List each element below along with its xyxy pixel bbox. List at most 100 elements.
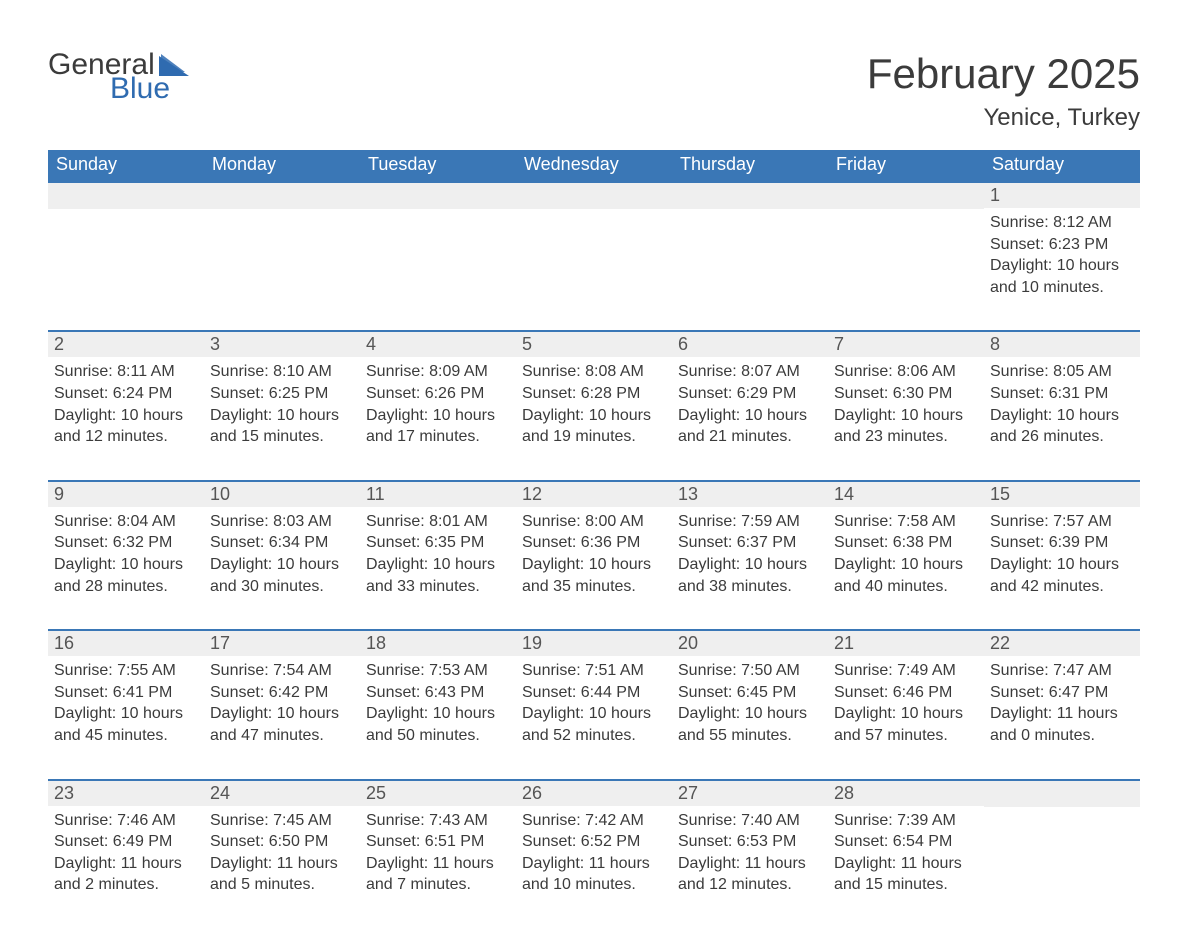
daylight-line: and 7 minutes. [366,874,510,896]
location: Yenice, Turkey [867,104,1140,132]
calendar-day: 13Sunrise: 7:59 AMSunset: 6:37 PMDayligh… [672,482,828,601]
day-number: 23 [54,783,74,803]
sunrise-line: Sunrise: 7:39 AM [834,810,978,832]
calendar-day: 21Sunrise: 7:49 AMSunset: 6:46 PMDayligh… [828,631,984,750]
sunset-line: Sunset: 6:30 PM [834,383,978,405]
calendar-day-empty [672,183,828,302]
weekday-header-row: SundayMondayTuesdayWednesdayThursdayFrid… [48,150,1140,181]
sunset-line: Sunset: 6:25 PM [210,383,354,405]
calendar-day: 17Sunrise: 7:54 AMSunset: 6:42 PMDayligh… [204,631,360,750]
calendar-day: 27Sunrise: 7:40 AMSunset: 6:53 PMDayligh… [672,781,828,900]
daylight-line: Daylight: 10 hours [678,405,822,427]
calendar-day: 12Sunrise: 8:00 AMSunset: 6:36 PMDayligh… [516,482,672,601]
day-number-row: 12 [516,482,672,507]
day-number: 13 [678,484,698,504]
sunrise-line: Sunrise: 8:03 AM [210,511,354,533]
day-number: 17 [210,633,230,653]
sunset-line: Sunset: 6:41 PM [54,682,198,704]
calendar-week: 2Sunrise: 8:11 AMSunset: 6:24 PMDaylight… [48,330,1140,451]
calendar: SundayMondayTuesdayWednesdayThursdayFrid… [48,150,1140,900]
daylight-line: and 10 minutes. [522,874,666,896]
sunrise-line: Sunrise: 8:06 AM [834,361,978,383]
daylight-line: and 50 minutes. [366,725,510,747]
sunset-line: Sunset: 6:29 PM [678,383,822,405]
day-number-row: 24 [204,781,360,806]
daylight-line: and 15 minutes. [210,426,354,448]
month-title: February 2025 [867,50,1140,98]
day-number-row [672,183,828,209]
sunrise-line: Sunrise: 7:50 AM [678,660,822,682]
day-number-row: 25 [360,781,516,806]
sunrise-line: Sunrise: 8:04 AM [54,511,198,533]
daylight-line: Daylight: 10 hours [210,703,354,725]
day-number-row: 1 [984,183,1140,208]
day-number: 6 [678,334,688,354]
calendar-day: 26Sunrise: 7:42 AMSunset: 6:52 PMDayligh… [516,781,672,900]
sunset-line: Sunset: 6:38 PM [834,532,978,554]
sunset-line: Sunset: 6:45 PM [678,682,822,704]
calendar-day: 6 Sunrise: 8:07 AMSunset: 6:29 PMDaylight… [672,332,828,451]
weekday-header: Monday [204,150,360,181]
sunrise-line: Sunrise: 7:53 AM [366,660,510,682]
sunrise-line: Sunrise: 7:55 AM [54,660,198,682]
day-number-row: 21 [828,631,984,656]
calendar-day: 11Sunrise: 8:01 AMSunset: 6:35 PMDayligh… [360,482,516,601]
weekday-header: Friday [828,150,984,181]
title-block: February 2025 Yenice, Turkey [867,50,1140,132]
daylight-line: Daylight: 10 hours [210,554,354,576]
day-number-row: 7 [828,332,984,357]
daylight-line: and 15 minutes. [834,874,978,896]
daylight-line: and 47 minutes. [210,725,354,747]
day-number-row: 17 [204,631,360,656]
daylight-line: and 35 minutes. [522,576,666,598]
day-number-row: 11 [360,482,516,507]
daylight-line: Daylight: 11 hours [366,853,510,875]
daylight-line: and 30 minutes. [210,576,354,598]
calendar-day: 15Sunrise: 7:57 AMSunset: 6:39 PMDayligh… [984,482,1140,601]
daylight-line: and 45 minutes. [54,725,198,747]
calendar-day-empty [828,183,984,302]
sunrise-line: Sunrise: 7:54 AM [210,660,354,682]
daylight-line: and 2 minutes. [54,874,198,896]
daylight-line: Daylight: 10 hours [54,405,198,427]
daylight-line: and 19 minutes. [522,426,666,448]
day-number: 7 [834,334,844,354]
day-number: 9 [54,484,64,504]
day-number: 28 [834,783,854,803]
sunrise-line: Sunrise: 8:01 AM [366,511,510,533]
daylight-line: and 33 minutes. [366,576,510,598]
day-number-row: 4 [360,332,516,357]
day-number-row [828,183,984,209]
sunrise-line: Sunrise: 8:07 AM [678,361,822,383]
daylight-line: and 26 minutes. [990,426,1134,448]
sunrise-line: Sunrise: 7:42 AM [522,810,666,832]
sunset-line: Sunset: 6:54 PM [834,831,978,853]
day-number-row: 19 [516,631,672,656]
calendar-week: 23Sunrise: 7:46 AMSunset: 6:49 PMDayligh… [48,779,1140,900]
sunset-line: Sunset: 6:47 PM [990,682,1134,704]
sunset-line: Sunset: 6:51 PM [366,831,510,853]
day-number-row: 5 [516,332,672,357]
daylight-line: Daylight: 11 hours [210,853,354,875]
calendar-day-empty [360,183,516,302]
sunset-line: Sunset: 6:26 PM [366,383,510,405]
sunset-line: Sunset: 6:53 PM [678,831,822,853]
daylight-line: and 55 minutes. [678,725,822,747]
day-number: 3 [210,334,220,354]
sunrise-line: Sunrise: 7:46 AM [54,810,198,832]
calendar-day-empty [984,781,1140,900]
sunset-line: Sunset: 6:28 PM [522,383,666,405]
calendar-day: 1Sunrise: 8:12 AMSunset: 6:23 PMDaylight… [984,183,1140,302]
daylight-line: and 10 minutes. [990,277,1134,299]
sunset-line: Sunset: 6:37 PM [678,532,822,554]
daylight-line: and 23 minutes. [834,426,978,448]
sunset-line: Sunset: 6:52 PM [522,831,666,853]
sunset-line: Sunset: 6:39 PM [990,532,1134,554]
day-number-row: 2 [48,332,204,357]
daylight-line: Daylight: 10 hours [990,405,1134,427]
calendar-week: 9Sunrise: 8:04 AMSunset: 6:32 PMDaylight… [48,480,1140,601]
calendar-day: 18Sunrise: 7:53 AMSunset: 6:43 PMDayligh… [360,631,516,750]
day-number: 16 [54,633,74,653]
daylight-line: and 42 minutes. [990,576,1134,598]
daylight-line: Daylight: 10 hours [366,703,510,725]
